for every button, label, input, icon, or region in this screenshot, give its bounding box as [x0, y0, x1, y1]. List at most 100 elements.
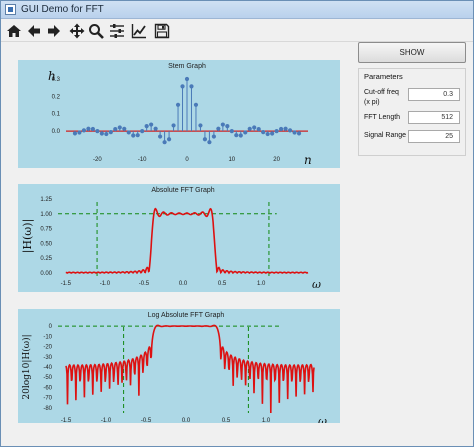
stem-marker [184, 76, 190, 82]
y-axis-label: h [48, 69, 56, 83]
parameters-group: Parameters Cut-off freq (x pi) 0.3 FFT L… [358, 68, 466, 156]
stem-marker [247, 126, 252, 131]
stem-marker [104, 131, 109, 137]
edit-axis-icon [131, 24, 146, 39]
stem-marker [270, 131, 275, 136]
y-tick-label: -60 [43, 385, 52, 391]
stem-marker [287, 128, 293, 133]
stem-marker [99, 131, 104, 136]
home-button[interactable] [5, 22, 23, 40]
stem-marker [279, 126, 284, 132]
stem-marker [153, 126, 158, 131]
x-axis-label: n [304, 153, 312, 167]
stem-marker [256, 126, 261, 132]
y-tick-label: 0.3 [52, 77, 61, 83]
y-tick-label: -30 [43, 355, 52, 361]
x-tick-label: -1.0 [101, 418, 112, 423]
stem-marker [81, 128, 87, 133]
y-tick-label: -20 [43, 345, 52, 351]
absolute-fft-graph: Absolute FFT Graph-1.5 -1.0 -0.5 0.0 0.5 1.00… [21, 187, 321, 291]
plot-toolbar [1, 20, 473, 42]
title-bar: GUI Demo for FFT [1, 1, 473, 19]
back-arrow-icon [28, 25, 40, 37]
y-tick-label: 0 [49, 324, 53, 330]
stem-marker [108, 130, 113, 135]
response-curve [65, 207, 309, 275]
edit-axis-button[interactable] [130, 22, 148, 40]
stem-marker [77, 130, 82, 135]
save-icon [154, 23, 170, 39]
x-tick-label: 1.0 [262, 418, 271, 423]
stem-marker [220, 122, 225, 127]
stem-marker [211, 134, 216, 139]
x-tick-label: 0 [185, 157, 189, 163]
x-tick-label: -10 [138, 157, 147, 163]
stem-marker [234, 133, 239, 138]
stem-marker [216, 126, 221, 131]
parameters-title: Parameters [364, 72, 403, 81]
stem-marker [113, 126, 118, 132]
configure-subplots-button[interactable] [108, 22, 126, 40]
x-tick-label: 10 [228, 157, 235, 163]
stem-marker [296, 131, 302, 136]
x-tick-label: -0.5 [139, 281, 150, 287]
window-title: GUI Demo for FFT [21, 4, 104, 15]
x-tick-label: 0.0 [182, 418, 191, 423]
x-axis-label: ω [318, 415, 327, 423]
stem-marker [274, 129, 279, 134]
zoom-button[interactable] [87, 22, 105, 40]
x-tick-label: 1.0 [257, 281, 266, 287]
response-curve [65, 324, 315, 414]
y-tick-label: -50 [43, 375, 52, 381]
stem-marker [122, 126, 127, 131]
stem-marker [261, 130, 266, 135]
log-absolute-fft-graph: Log Absolute FFT Graph -1.5 -1.0 -0.5 0.0 0.5… [21, 312, 327, 423]
fft-length-input[interactable]: 512 [408, 111, 460, 124]
stem-marker [175, 102, 181, 107]
cutoff-input[interactable]: 0.3 [408, 88, 460, 101]
stem-marker [144, 124, 149, 129]
chart-title: Log Absolute FFT Graph [148, 312, 225, 319]
stem-marker [193, 102, 199, 107]
stem-marker [166, 137, 172, 142]
stem-marker [292, 130, 297, 135]
log-absolute-fft-graph-panel: Log Absolute FFT Graph -1.5 -1.0 -0.5 0.0 0.5… [18, 309, 340, 423]
stem-marker [135, 133, 140, 138]
y-tick-label: 0.75 [40, 227, 52, 233]
stem-graph-panel: Stem Graph -20 -10 0 10 20 0.0 0.1 0.2 0.3 h n [18, 60, 340, 168]
x-tick-label: -1.5 [61, 418, 72, 423]
stem-marker [189, 84, 194, 89]
x-tick-label: -1.0 [100, 281, 111, 287]
y-axis-label: 20log10|H(ω)| [21, 334, 32, 399]
stem-marker [95, 129, 100, 134]
zoom-icon [89, 24, 104, 39]
y-tick-label: 1.25 [40, 197, 52, 203]
forward-arrow-icon [48, 25, 60, 37]
back-button[interactable] [25, 22, 43, 40]
y-tick-label: 0.2 [52, 94, 61, 100]
cutoff-unit-label: (x pi) [364, 99, 380, 106]
y-tick-label: -10 [43, 334, 52, 340]
stem-marker [283, 126, 288, 131]
stem-marker [202, 137, 208, 142]
save-button[interactable] [153, 22, 171, 40]
x-axis-label: ω [312, 278, 321, 291]
forward-button[interactable] [45, 22, 63, 40]
stem-marker [162, 140, 167, 145]
stem-marker [158, 134, 163, 139]
y-tick-label: 0.0 [52, 129, 61, 135]
y-tick-label: 0.25 [40, 256, 52, 262]
y-tick-label: 0.00 [40, 271, 52, 277]
y-tick-label: -40 [43, 365, 52, 371]
signal-range-label: Signal Range [364, 132, 407, 139]
fft-length-label: FFT Length [364, 114, 401, 121]
cutoff-label: Cut-off freq [364, 89, 399, 96]
y-tick-label: -80 [43, 406, 52, 412]
pan-button[interactable] [68, 22, 86, 40]
signal-range-input[interactable]: 25 [408, 130, 460, 143]
stem-marker [238, 133, 243, 138]
y-axis-label: |H(ω)| [21, 219, 35, 254]
x-tick-label: 0.5 [222, 418, 231, 423]
show-button[interactable]: SHOW [358, 42, 466, 63]
